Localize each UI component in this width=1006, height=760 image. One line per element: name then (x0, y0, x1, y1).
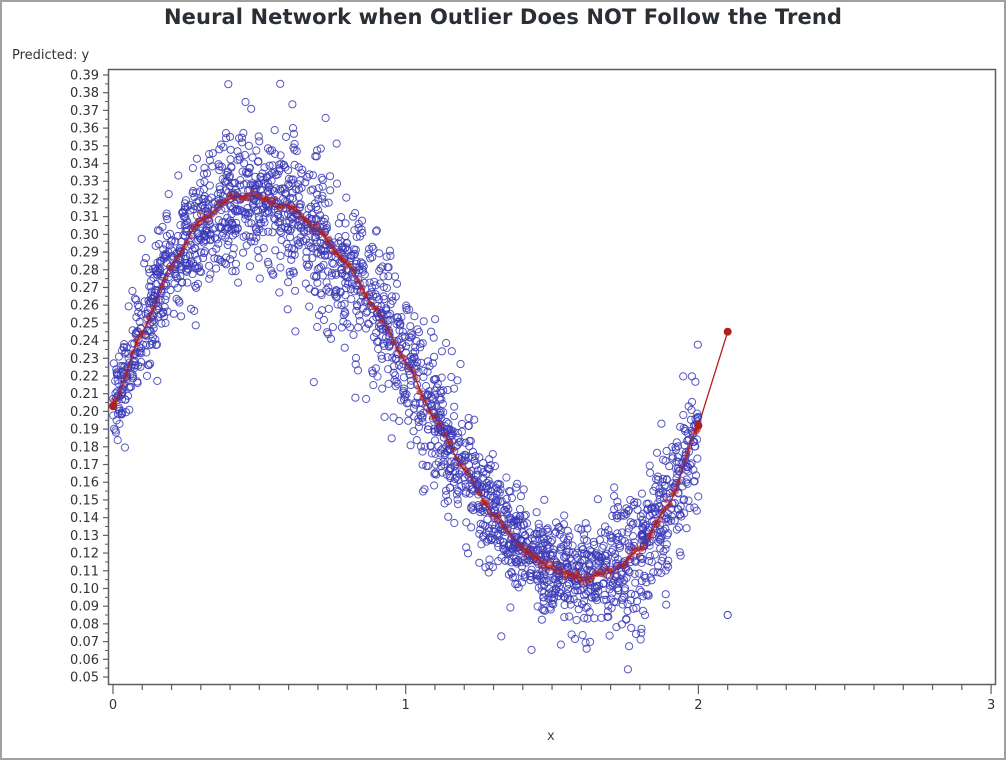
y-tick-label: 0.27 (70, 281, 99, 296)
y-tick-label: 0.10 (70, 582, 99, 597)
y-tick-label: 0.35 (70, 139, 99, 154)
y-tick-label: 0.28 (70, 263, 99, 278)
y-tick-label: 0.37 (70, 104, 99, 119)
x-axis: 0 1 2 3 (109, 685, 995, 713)
y-tick-label: 0.25 (70, 316, 99, 331)
plot-area-border (107, 68, 997, 686)
predicted-curve (109, 143, 732, 623)
y-axis: 0.05 0.06 0.07 0.08 0.09 0.10 0.11 0.12 0.13 0.14… (70, 68, 108, 686)
y-tick-label: 0.24 (70, 334, 99, 349)
chart-title: Neural Network when Outlier Does NOT Fol… (164, 5, 842, 29)
y-tick-label: 0.36 (70, 122, 99, 137)
y-tick-label: 0.19 (70, 423, 99, 438)
x-tick-label: 1 (402, 698, 410, 713)
y-tick-label: 0.30 (70, 228, 99, 243)
y-tick-label: 0.05 (70, 671, 99, 686)
y-tick-label: 0.21 (70, 387, 99, 402)
y-axis-label: Predicted: y (12, 48, 90, 63)
y-tick-label: 0.12 (70, 547, 99, 562)
x-axis-label: x (547, 729, 555, 744)
y-tick-label: 0.08 (70, 617, 99, 632)
y-tick-label: 0.16 (70, 476, 99, 491)
y-tick-label: 0.39 (70, 68, 99, 83)
x-tick-label: 0 (109, 698, 117, 713)
outlier-point (723, 610, 732, 620)
y-tick-label: 0.20 (70, 405, 99, 420)
y-tick-label: 0.32 (70, 192, 99, 207)
outlier-prediction-point (723, 327, 732, 336)
y-tick-label: 0.11 (70, 564, 99, 579)
y-tick-label: 0.17 (70, 458, 99, 473)
y-tick-label: 0.14 (70, 511, 99, 526)
y-tick-label: 0.26 (70, 299, 99, 314)
y-tick-label: 0.38 (70, 86, 99, 101)
y-tick-label: 0.29 (70, 246, 99, 261)
y-tick-label: 0.22 (70, 369, 99, 384)
y-tick-label: 0.33 (70, 175, 99, 190)
y-tick-label: 0.23 (70, 352, 99, 367)
x-tick-label: 2 (694, 698, 702, 713)
y-tick-label: 0.09 (70, 600, 99, 615)
y-tick-label: 0.31 (70, 210, 99, 225)
y-tick-label: 0.34 (70, 157, 99, 172)
x-tick-label: 3 (987, 698, 995, 713)
y-tick-label: 0.15 (70, 493, 99, 508)
y-tick-label: 0.18 (70, 440, 99, 455)
y-tick-label: 0.13 (70, 529, 99, 544)
y-tick-label: 0.06 (70, 653, 99, 668)
y-tick-label: 0.07 (70, 635, 99, 650)
